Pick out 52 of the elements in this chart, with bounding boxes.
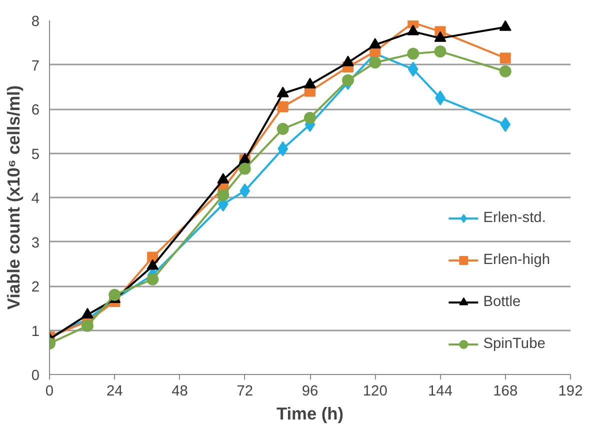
point [304, 78, 316, 88]
point [217, 189, 230, 202]
point [81, 308, 94, 318]
point [146, 273, 159, 286]
point [108, 288, 121, 301]
point [217, 172, 230, 184]
x-axis-title: Time (h) [276, 404, 344, 424]
x-tick-label: 168 [493, 384, 518, 400]
point [276, 86, 289, 98]
point [408, 62, 418, 77]
point [369, 56, 382, 69]
point [278, 141, 288, 156]
y-tick-label: 2 [31, 280, 40, 296]
y-tick-label: 1 [31, 324, 40, 340]
y-tick-label: 7 [31, 58, 40, 74]
point [369, 38, 382, 49]
x-tick-label: 120 [362, 384, 388, 400]
point [434, 31, 446, 42]
point [276, 122, 289, 135]
x-tick-label: 0 [45, 384, 54, 400]
point [304, 112, 316, 124]
legend-label: Bottle [483, 294, 521, 310]
legend-label: Erlen-std. [483, 210, 546, 226]
point [277, 101, 288, 112]
y-tick-label: 6 [31, 102, 40, 118]
point [499, 20, 512, 31]
x-tick-label: 96 [302, 384, 318, 400]
point [342, 56, 354, 66]
x-tick-label: 192 [558, 384, 583, 400]
legend-label: Erlen-high [483, 252, 550, 268]
x-tick-label: 48 [172, 384, 188, 400]
x-tick-label: 144 [428, 384, 452, 400]
y-tick-label: 3 [31, 235, 40, 252]
y-tick-label: 8 [31, 14, 40, 30]
point [500, 116, 511, 132]
point [499, 65, 512, 78]
y-tick-label: 5 [31, 146, 40, 163]
point [240, 183, 250, 198]
x-tick-label: 72 [236, 384, 254, 400]
point [81, 320, 94, 332]
point [238, 162, 251, 175]
y-tick-label: 0 [31, 368, 40, 384]
point [434, 45, 446, 58]
x-tick-label: 24 [106, 384, 123, 400]
legend-label: SpinTube [483, 336, 546, 352]
point [342, 74, 354, 86]
point [407, 24, 420, 36]
y-tick-label: 4 [31, 191, 40, 207]
point [407, 48, 420, 60]
y-axis-title: Viable count (x10⁶ cells/ml) [3, 85, 24, 310]
point [146, 259, 159, 270]
point [500, 52, 511, 64]
